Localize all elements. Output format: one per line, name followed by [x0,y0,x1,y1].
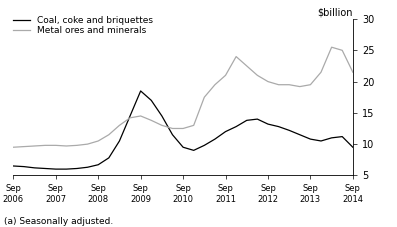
Metal ores and minerals [96,140,100,142]
Text: $billion: $billion [317,7,353,17]
Coal, coke and briquettes [53,168,58,170]
Metal ores and minerals [170,127,175,130]
Metal ores and minerals [212,83,217,86]
Coal, coke and briquettes [297,133,302,136]
Metal ores and minerals [160,124,164,127]
Coal, coke and briquettes [276,125,281,128]
Coal, coke and briquettes [128,115,133,117]
Line: Metal ores and minerals: Metal ores and minerals [13,47,353,147]
Coal, coke and briquettes [340,135,345,138]
Coal, coke and briquettes [138,90,143,92]
Metal ores and minerals [21,145,26,148]
Coal, coke and briquettes [266,123,270,126]
Coal, coke and briquettes [160,115,164,117]
Coal, coke and briquettes [329,136,334,139]
Metal ores and minerals [234,55,239,58]
Coal, coke and briquettes [287,129,291,132]
Metal ores and minerals [340,49,345,52]
Coal, coke and briquettes [202,144,207,147]
Metal ores and minerals [138,115,143,117]
Metal ores and minerals [149,119,154,122]
Metal ores and minerals [308,83,313,86]
Metal ores and minerals [276,83,281,86]
Coal, coke and briquettes [181,146,185,149]
Coal, coke and briquettes [245,119,249,122]
Metal ores and minerals [85,143,90,146]
Metal ores and minerals [319,71,324,74]
Coal, coke and briquettes [64,168,69,170]
Metal ores and minerals [351,71,355,74]
Coal, coke and briquettes [11,165,16,167]
Coal, coke and briquettes [21,165,26,168]
Metal ores and minerals [223,74,228,77]
Coal, coke and briquettes [351,146,355,149]
Coal, coke and briquettes [43,167,48,170]
Coal, coke and briquettes [170,133,175,136]
Metal ores and minerals [64,145,69,147]
Coal, coke and briquettes [106,156,111,159]
Metal ores and minerals [11,146,16,149]
Coal, coke and briquettes [223,130,228,133]
Coal, coke and briquettes [75,167,79,170]
Metal ores and minerals [191,124,196,127]
Coal, coke and briquettes [117,140,122,142]
Coal, coke and briquettes [96,163,100,166]
Metal ores and minerals [181,127,185,130]
Coal, coke and briquettes [191,149,196,152]
Metal ores and minerals [106,133,111,136]
Metal ores and minerals [245,65,249,67]
Metal ores and minerals [75,144,79,147]
Legend: Coal, coke and briquettes, Metal ores and minerals: Coal, coke and briquettes, Metal ores an… [13,16,153,35]
Metal ores and minerals [297,85,302,88]
Coal, coke and briquettes [308,138,313,141]
Coal, coke and briquettes [234,125,239,128]
Coal, coke and briquettes [32,166,37,169]
Coal, coke and briquettes [319,140,324,142]
Metal ores and minerals [266,80,270,83]
Text: (a) Seasonally adjusted.: (a) Seasonally adjusted. [4,217,113,226]
Metal ores and minerals [287,83,291,86]
Coal, coke and briquettes [85,166,90,169]
Metal ores and minerals [43,144,48,147]
Line: Coal, coke and briquettes: Coal, coke and briquettes [13,91,353,169]
Coal, coke and briquettes [212,138,217,141]
Metal ores and minerals [117,124,122,127]
Metal ores and minerals [255,74,260,77]
Metal ores and minerals [53,144,58,147]
Metal ores and minerals [32,145,37,147]
Metal ores and minerals [202,96,207,99]
Metal ores and minerals [128,116,133,119]
Coal, coke and briquettes [255,118,260,121]
Metal ores and minerals [329,46,334,49]
Coal, coke and briquettes [149,99,154,102]
